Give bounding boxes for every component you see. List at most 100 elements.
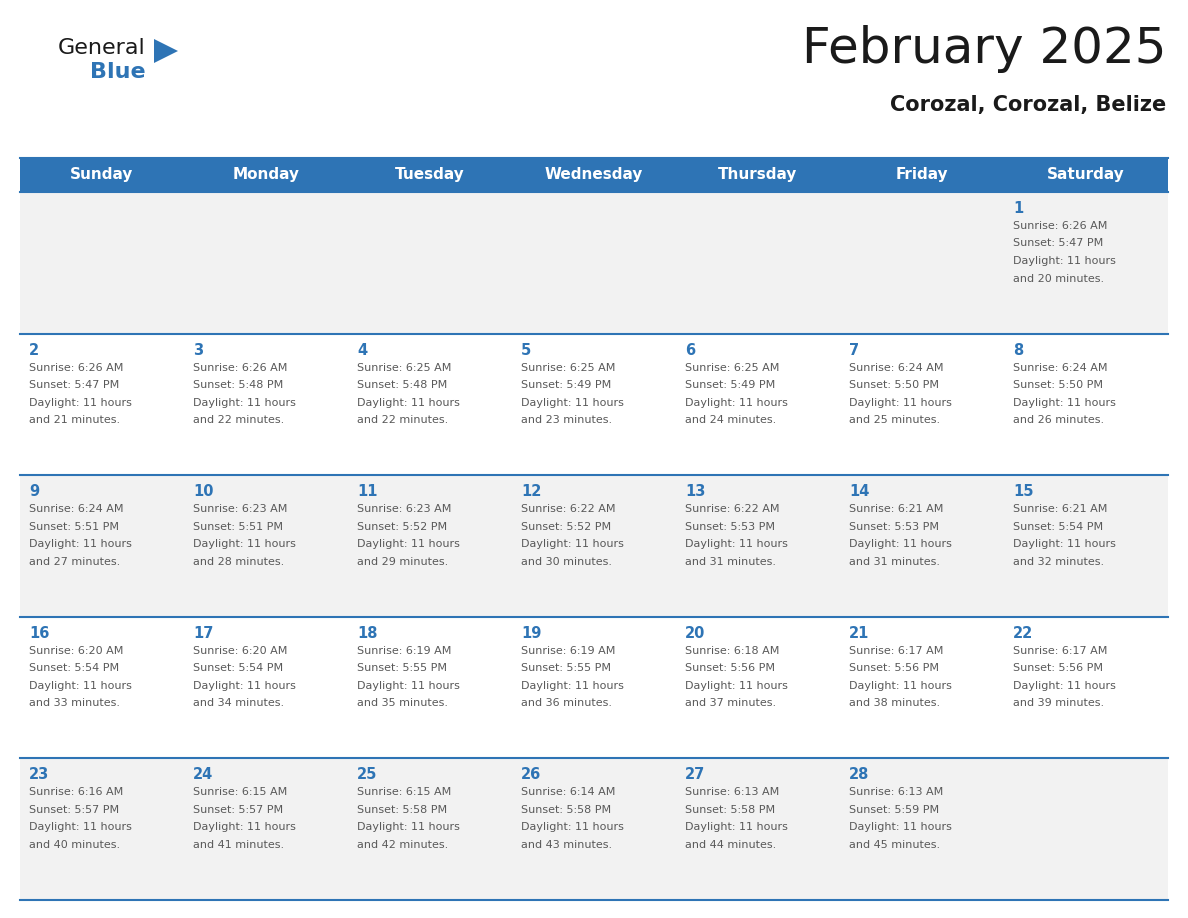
Text: Daylight: 11 hours: Daylight: 11 hours bbox=[685, 539, 788, 549]
Text: 28: 28 bbox=[849, 767, 870, 782]
Text: Sunset: 5:58 PM: Sunset: 5:58 PM bbox=[358, 805, 447, 815]
Text: Daylight: 11 hours: Daylight: 11 hours bbox=[522, 823, 624, 833]
Text: and 21 minutes.: and 21 minutes. bbox=[29, 415, 120, 425]
Bar bbox=[20, 158, 1168, 192]
Bar bbox=[20, 333, 1168, 476]
Text: Daylight: 11 hours: Daylight: 11 hours bbox=[1013, 539, 1116, 549]
Text: and 43 minutes.: and 43 minutes. bbox=[522, 840, 612, 850]
Text: 12: 12 bbox=[522, 484, 542, 499]
Text: 27: 27 bbox=[685, 767, 706, 782]
Text: Daylight: 11 hours: Daylight: 11 hours bbox=[29, 397, 132, 408]
Text: Sunset: 5:54 PM: Sunset: 5:54 PM bbox=[192, 664, 283, 673]
Text: Sunrise: 6:21 AM: Sunrise: 6:21 AM bbox=[849, 504, 943, 514]
Text: Sunset: 5:57 PM: Sunset: 5:57 PM bbox=[192, 805, 283, 815]
Text: 13: 13 bbox=[685, 484, 706, 499]
Text: Sunrise: 6:13 AM: Sunrise: 6:13 AM bbox=[685, 788, 779, 798]
Text: Sunrise: 6:22 AM: Sunrise: 6:22 AM bbox=[522, 504, 615, 514]
Text: Daylight: 11 hours: Daylight: 11 hours bbox=[522, 539, 624, 549]
Text: and 26 minutes.: and 26 minutes. bbox=[1013, 415, 1104, 425]
Text: 20: 20 bbox=[685, 626, 706, 641]
Text: and 36 minutes.: and 36 minutes. bbox=[522, 699, 612, 709]
Bar bbox=[20, 476, 1168, 617]
Text: 19: 19 bbox=[522, 626, 542, 641]
Text: Daylight: 11 hours: Daylight: 11 hours bbox=[358, 681, 460, 691]
Text: Sunrise: 6:26 AM: Sunrise: 6:26 AM bbox=[1013, 221, 1107, 231]
Text: Daylight: 11 hours: Daylight: 11 hours bbox=[1013, 681, 1116, 691]
Text: Daylight: 11 hours: Daylight: 11 hours bbox=[358, 823, 460, 833]
Text: Sunset: 5:47 PM: Sunset: 5:47 PM bbox=[1013, 239, 1104, 249]
Text: and 31 minutes.: and 31 minutes. bbox=[849, 556, 940, 566]
Bar bbox=[20, 617, 1168, 758]
Text: Sunrise: 6:25 AM: Sunrise: 6:25 AM bbox=[685, 363, 779, 373]
Text: Sunrise: 6:18 AM: Sunrise: 6:18 AM bbox=[685, 645, 779, 655]
Text: 10: 10 bbox=[192, 484, 214, 499]
Text: Sunset: 5:55 PM: Sunset: 5:55 PM bbox=[358, 664, 447, 673]
Text: Sunrise: 6:17 AM: Sunrise: 6:17 AM bbox=[849, 645, 943, 655]
Text: 21: 21 bbox=[849, 626, 870, 641]
Text: Sunrise: 6:26 AM: Sunrise: 6:26 AM bbox=[192, 363, 287, 373]
Text: and 39 minutes.: and 39 minutes. bbox=[1013, 699, 1104, 709]
Text: 5: 5 bbox=[522, 342, 531, 358]
Text: Sunset: 5:58 PM: Sunset: 5:58 PM bbox=[522, 805, 611, 815]
Text: 8: 8 bbox=[1013, 342, 1023, 358]
Text: Daylight: 11 hours: Daylight: 11 hours bbox=[849, 681, 952, 691]
Text: and 35 minutes.: and 35 minutes. bbox=[358, 699, 448, 709]
Text: Corozal, Corozal, Belize: Corozal, Corozal, Belize bbox=[890, 95, 1165, 115]
Text: Daylight: 11 hours: Daylight: 11 hours bbox=[192, 681, 296, 691]
Text: Sunset: 5:55 PM: Sunset: 5:55 PM bbox=[522, 664, 611, 673]
Text: Daylight: 11 hours: Daylight: 11 hours bbox=[358, 539, 460, 549]
Text: 11: 11 bbox=[358, 484, 378, 499]
Text: Sunset: 5:48 PM: Sunset: 5:48 PM bbox=[358, 380, 447, 390]
Text: 2: 2 bbox=[29, 342, 39, 358]
Text: and 20 minutes.: and 20 minutes. bbox=[1013, 274, 1104, 284]
Text: Sunrise: 6:19 AM: Sunrise: 6:19 AM bbox=[522, 645, 615, 655]
Text: and 23 minutes.: and 23 minutes. bbox=[522, 415, 612, 425]
Text: and 24 minutes.: and 24 minutes. bbox=[685, 415, 776, 425]
Text: Daylight: 11 hours: Daylight: 11 hours bbox=[849, 823, 952, 833]
Text: 16: 16 bbox=[29, 626, 50, 641]
Text: and 29 minutes.: and 29 minutes. bbox=[358, 556, 448, 566]
Bar bbox=[20, 192, 1168, 333]
Text: and 40 minutes.: and 40 minutes. bbox=[29, 840, 120, 850]
Text: Sunrise: 6:25 AM: Sunrise: 6:25 AM bbox=[522, 363, 615, 373]
Text: Sunset: 5:48 PM: Sunset: 5:48 PM bbox=[192, 380, 283, 390]
Text: Monday: Monday bbox=[233, 167, 299, 183]
Text: Sunrise: 6:15 AM: Sunrise: 6:15 AM bbox=[192, 788, 287, 798]
Text: Sunrise: 6:24 AM: Sunrise: 6:24 AM bbox=[29, 504, 124, 514]
Text: 17: 17 bbox=[192, 626, 214, 641]
Text: 3: 3 bbox=[192, 342, 203, 358]
Text: Daylight: 11 hours: Daylight: 11 hours bbox=[849, 539, 952, 549]
Text: Daylight: 11 hours: Daylight: 11 hours bbox=[522, 397, 624, 408]
Text: Sunday: Sunday bbox=[70, 167, 134, 183]
Text: 25: 25 bbox=[358, 767, 378, 782]
Text: Sunset: 5:59 PM: Sunset: 5:59 PM bbox=[849, 805, 940, 815]
Text: Daylight: 11 hours: Daylight: 11 hours bbox=[1013, 397, 1116, 408]
Text: Sunset: 5:57 PM: Sunset: 5:57 PM bbox=[29, 805, 119, 815]
Text: and 37 minutes.: and 37 minutes. bbox=[685, 699, 776, 709]
Text: Daylight: 11 hours: Daylight: 11 hours bbox=[192, 539, 296, 549]
Text: Sunrise: 6:20 AM: Sunrise: 6:20 AM bbox=[29, 645, 124, 655]
Text: Sunrise: 6:25 AM: Sunrise: 6:25 AM bbox=[358, 363, 451, 373]
Text: and 42 minutes.: and 42 minutes. bbox=[358, 840, 448, 850]
Text: Sunrise: 6:20 AM: Sunrise: 6:20 AM bbox=[192, 645, 287, 655]
Text: and 45 minutes.: and 45 minutes. bbox=[849, 840, 940, 850]
Text: 4: 4 bbox=[358, 342, 367, 358]
Text: Sunrise: 6:24 AM: Sunrise: 6:24 AM bbox=[1013, 363, 1107, 373]
Text: Sunset: 5:49 PM: Sunset: 5:49 PM bbox=[685, 380, 776, 390]
Text: and 41 minutes.: and 41 minutes. bbox=[192, 840, 284, 850]
Text: 6: 6 bbox=[685, 342, 695, 358]
Polygon shape bbox=[154, 39, 178, 63]
Text: Daylight: 11 hours: Daylight: 11 hours bbox=[1013, 256, 1116, 266]
Text: and 34 minutes.: and 34 minutes. bbox=[192, 699, 284, 709]
Text: 22: 22 bbox=[1013, 626, 1034, 641]
Text: 9: 9 bbox=[29, 484, 39, 499]
Text: Sunset: 5:50 PM: Sunset: 5:50 PM bbox=[1013, 380, 1102, 390]
Text: Daylight: 11 hours: Daylight: 11 hours bbox=[849, 397, 952, 408]
Text: Sunrise: 6:13 AM: Sunrise: 6:13 AM bbox=[849, 788, 943, 798]
Text: and 30 minutes.: and 30 minutes. bbox=[522, 556, 612, 566]
Text: Wednesday: Wednesday bbox=[545, 167, 643, 183]
Text: Sunset: 5:56 PM: Sunset: 5:56 PM bbox=[1013, 664, 1102, 673]
Text: Sunset: 5:47 PM: Sunset: 5:47 PM bbox=[29, 380, 119, 390]
Text: and 22 minutes.: and 22 minutes. bbox=[192, 415, 284, 425]
Text: Thursday: Thursday bbox=[719, 167, 797, 183]
